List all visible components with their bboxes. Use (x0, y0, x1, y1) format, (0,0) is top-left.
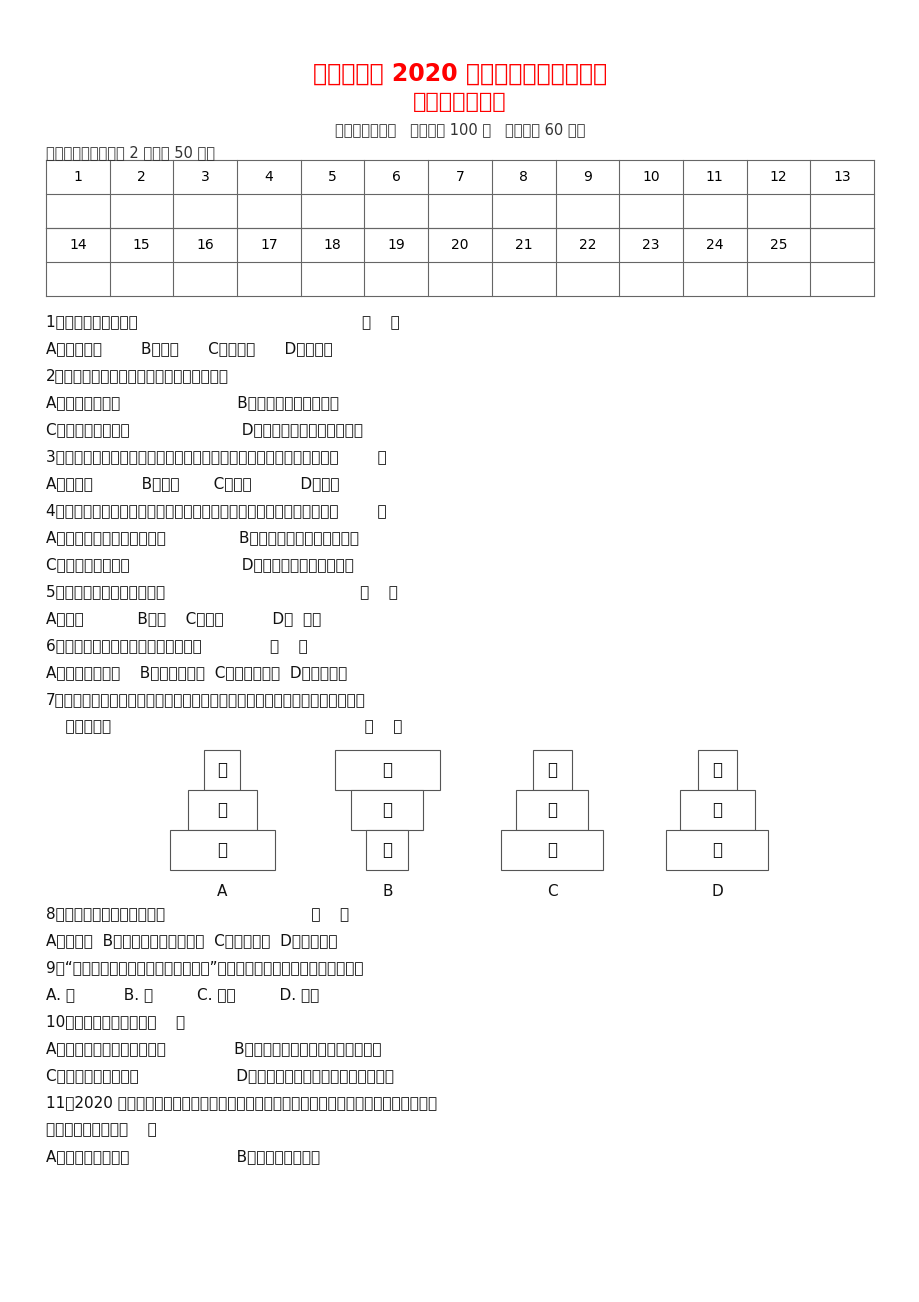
Text: 鹰: 鹰 (711, 760, 721, 779)
Text: 13: 13 (833, 171, 850, 184)
Text: A、生产者、消费者、分解者               B、植物、动物、细菌和真菌: A、生产者、消费者、分解者 B、植物、动物、细菌和真菌 (46, 530, 358, 546)
Text: 正确的图是                                                    （    ）: 正确的图是 （ ） (46, 719, 402, 734)
Text: 8、下列不属于生态系统的是                              （    ）: 8、下列不属于生态系统的是 （ ） (46, 906, 348, 921)
Text: 18: 18 (323, 238, 341, 253)
Text: 鹰: 鹰 (547, 760, 557, 779)
Text: 6、下列属于消费者和生产者关系的是              （    ）: 6、下列属于消费者和生产者关系的是 （ ） (46, 638, 308, 654)
Bar (169, 829, 275, 870)
Bar (204, 750, 240, 790)
Text: 1: 1 (74, 171, 82, 184)
Text: 10、下列说法正确的是（    ）: 10、下列说法正确的是（ ） (46, 1014, 185, 1029)
Text: C: C (547, 884, 557, 898)
Text: 7、如果用一个图形来表示生态系统中兔、鹰、草三者之间的数量关系，你认为: 7、如果用一个图形来表示生态系统中兔、鹰、草三者之间的数量关系，你认为 (46, 691, 366, 707)
Text: 4: 4 (265, 171, 273, 184)
Bar (366, 829, 408, 870)
Text: 3、按照形态结构特点区分，以下哪个选项与其他三项不以至于同一类（        ）: 3、按照形态结构特点区分，以下哪个选项与其他三项不以至于同一类（ ） (46, 449, 386, 464)
Text: 草: 草 (217, 801, 227, 819)
Bar (533, 750, 571, 790)
Text: 11、2020 年我国南方地区经历了历史罕见的连续高温天气，造成某些地区的植物大面积死: 11、2020 年我国南方地区经历了历史罕见的连续高温天气，造成某些地区的植物大… (46, 1095, 437, 1111)
Text: 兔: 兔 (711, 801, 721, 819)
Text: 草: 草 (382, 841, 392, 859)
Text: 命题人：林文波   卷面总分 100 分   考试时间 60 分钟: 命题人：林文波 卷面总分 100 分 考试时间 60 分钟 (335, 122, 584, 137)
Bar (187, 790, 257, 829)
Text: 2: 2 (137, 171, 146, 184)
Text: 兔: 兔 (382, 801, 392, 819)
Text: 12: 12 (769, 171, 787, 184)
Text: 16: 16 (196, 238, 214, 253)
Text: D: D (711, 884, 722, 898)
Text: 6: 6 (391, 171, 401, 184)
Text: 上饶市六中 2020 学年第一学期期中考试: 上饶市六中 2020 学年第一学期期中考试 (312, 62, 607, 86)
Text: C、母鸡下蛋属于繁殖                    D、植物对外界刺激不能作出任何反应: C、母鸡下蛋属于繁殖 D、植物对外界刺激不能作出任何反应 (46, 1068, 393, 1083)
Text: 5、下列生物属于生产者的是                                        （    ）: 5、下列生物属于生产者的是 （ ） (46, 585, 397, 599)
Text: 8: 8 (518, 171, 528, 184)
Text: 9、“人间四月芳菲尽，山寺桃花始盛开”，造成这一差异的非生物因素主要是: 9、“人间四月芳菲尽，山寺桃花始盛开”，造成这一差异的非生物因素主要是 (46, 960, 363, 975)
Text: 20: 20 (450, 238, 469, 253)
Text: 9: 9 (583, 171, 591, 184)
Text: 25: 25 (769, 238, 787, 253)
Text: A、植物在生活中不需要呼吸              B、动物在生活中能自己制造有机物: A、植物在生活中不需要呼吸 B、动物在生活中能自己制造有机物 (46, 1042, 381, 1056)
Text: 一选择题：（每小题 2 分，共 50 分）: 一选择题：（每小题 2 分，共 50 分） (46, 145, 215, 160)
Bar (679, 790, 754, 829)
Bar (698, 750, 736, 790)
Text: A、柳树           B、羊    C、细菌          D、  蘑荇: A、柳树 B、羊 C、细菌 D、 蘑荇 (46, 611, 321, 626)
Text: A、生物能适应环境                      B、生物能影响环境: A、生物能适应环境 B、生物能影响环境 (46, 1148, 320, 1164)
Text: 7: 7 (455, 171, 464, 184)
Bar (516, 790, 588, 829)
Text: C、钟乳石慢慢长大                       D、含羞草被碰触后叶片合拢: C、钟乳石慢慢长大 D、含羞草被碰触后叶片合拢 (46, 422, 363, 437)
Text: A、爬山虎          B、猛谹       C、老虎          D、狮子: A、爬山虎 B、猛谹 C、老虎 D、狮子 (46, 477, 339, 491)
Text: 2、下列各种现象中，不属于生命现象的是：: 2、下列各种现象中，不属于生命现象的是： (46, 368, 229, 383)
Text: A: A (217, 884, 227, 898)
Text: 草: 草 (547, 841, 557, 859)
Text: 11: 11 (705, 171, 723, 184)
Text: 亡。这种现象说明（    ）: 亡。这种现象说明（ ） (46, 1122, 156, 1137)
Text: 3: 3 (200, 171, 210, 184)
Text: A. 光          B. 水         C. 温度         D. 湿度: A. 光 B. 水 C. 温度 D. 湿度 (46, 987, 319, 1003)
Text: 4、生态系统种类繁多，一个小生态瓶也是生态系统。它是由什么组成（        ）: 4、生态系统种类繁多，一个小生态瓶也是生态系统。它是由什么组成（ ） (46, 503, 386, 518)
Bar (501, 829, 603, 870)
Text: 鹰: 鹰 (382, 760, 392, 779)
Text: A、雏鸡破壳而出                        B、七星灴虫捕食蚁虫；: A、雏鸡破壳而出 B、七星灴虫捕食蚁虫； (46, 395, 338, 410)
Bar (351, 790, 423, 829)
Text: 七年级生物试卷: 七年级生物试卷 (413, 92, 506, 112)
Text: A、青蛙捕食昆虫    B、松鼠吃蘑荇  C、蛇捕食青蛙  D、蚕吃桑叶: A、青蛙捕食昆虫 B、松鼠吃蘑荇 C、蛇捕食青蛙 D、蚕吃桑叶 (46, 665, 346, 680)
Text: 1、下列属于生物的是                                              （    ）: 1、下列属于生物的是 （ ） (46, 314, 400, 329)
Text: 23: 23 (641, 238, 659, 253)
Text: 5: 5 (328, 171, 336, 184)
Text: 24: 24 (705, 238, 722, 253)
Text: 10: 10 (641, 171, 659, 184)
Text: 15: 15 (132, 238, 150, 253)
Bar (665, 829, 767, 870)
Text: 兔: 兔 (547, 801, 557, 819)
Text: A、生物圈  B、一块草地上所有的羊  C、一个池塘  D、一片森林: A、生物圈 B、一块草地上所有的羊 C、一个池塘 D、一片森林 (46, 934, 337, 948)
Text: 14: 14 (69, 238, 86, 253)
Text: B: B (381, 884, 392, 898)
Text: 兔: 兔 (217, 841, 227, 859)
Text: 21: 21 (515, 238, 532, 253)
Text: C、阳光、空气、水                       D、生物部分和非生物部分: C、阳光、空气、水 D、生物部分和非生物部分 (46, 557, 354, 572)
Text: 17: 17 (260, 238, 278, 253)
Text: A、恐龙骨骼        B、珊瑚      C、珊瑚虫      D、钟乳石: A、恐龙骨骼 B、珊瑚 C、珊瑚虫 D、钟乳石 (46, 341, 333, 355)
Bar (335, 750, 440, 790)
Text: 鹰: 鹰 (217, 760, 227, 779)
Text: 19: 19 (387, 238, 404, 253)
Text: 草: 草 (711, 841, 721, 859)
Text: 22: 22 (578, 238, 596, 253)
